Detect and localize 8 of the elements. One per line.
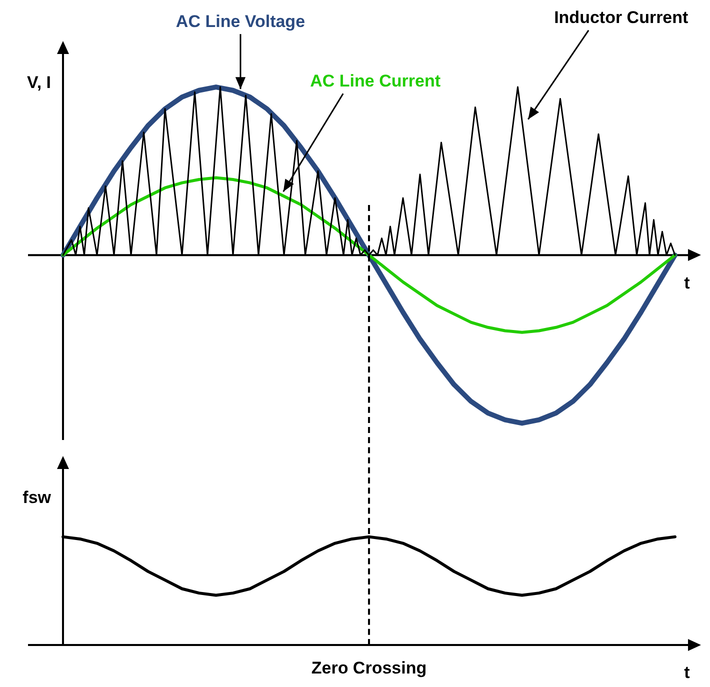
y-axis-title: V, I xyxy=(27,73,51,92)
annotation: AC Line Current xyxy=(310,71,441,90)
text: AC Line Voltage xyxy=(176,12,306,31)
y-axis-title: fsw xyxy=(22,488,52,508)
x-axis-title: t xyxy=(684,663,690,682)
text: Inductor Current xyxy=(554,8,689,28)
text: Zero Crossing xyxy=(311,658,427,678)
x-axis-title: t xyxy=(684,273,690,292)
